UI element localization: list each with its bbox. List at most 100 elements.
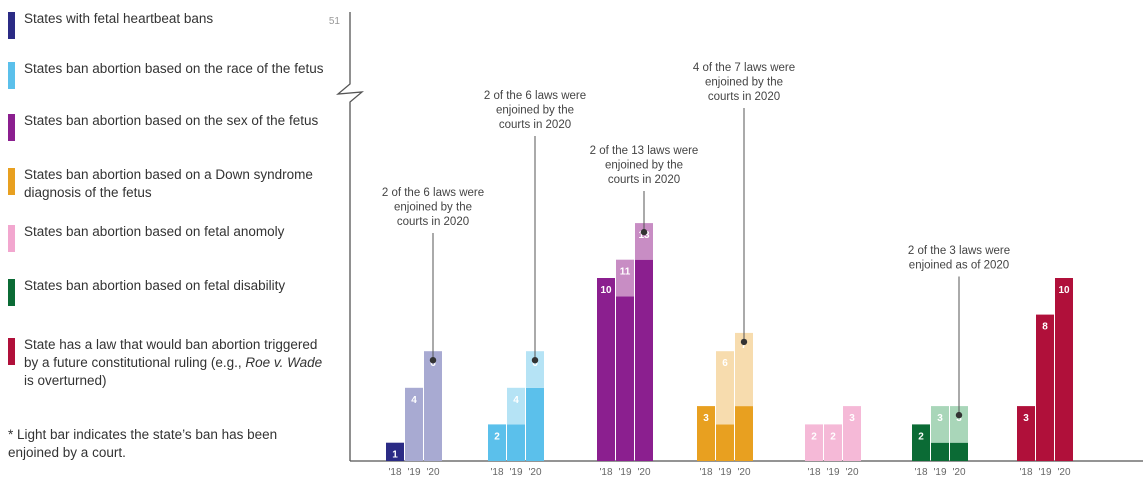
bar-value-label: 6 (430, 358, 436, 369)
bar-active (931, 442, 949, 461)
x-tick-label: '19 (933, 467, 946, 477)
bar-enjoined (424, 351, 442, 461)
bar-value-label: 3 (703, 413, 709, 424)
bar-enjoined (843, 406, 861, 461)
bar-value-label: 3 (956, 413, 962, 424)
bar-enjoined (635, 223, 653, 260)
annotation-text: enjoined as of 2020 (909, 260, 1009, 272)
x-tick-label: '19 (718, 467, 731, 477)
bar-value-label: 2 (811, 431, 817, 442)
legend-swatch (8, 12, 15, 39)
annotation-text: courts in 2020 (397, 216, 469, 228)
bar-active (386, 442, 404, 461)
x-tick-label: '20 (528, 467, 541, 477)
bar-value-label: 8 (1042, 322, 1048, 333)
annotation-text: enjoined by the (394, 202, 472, 214)
bar-enjoined (616, 259, 634, 297)
bar-value-label: 13 (638, 230, 650, 241)
bar-active (1055, 278, 1073, 461)
bar-enjoined (805, 424, 823, 461)
x-tick-label: '20 (426, 467, 439, 477)
x-tick-label: '18 (1019, 467, 1032, 477)
x-tick-label: '19 (509, 467, 522, 477)
bar-enjoined (950, 406, 968, 443)
x-tick-label: '19 (1038, 467, 1051, 477)
legend-swatch (8, 114, 15, 141)
bar-value-label: 10 (1058, 285, 1070, 296)
legend-swatch (8, 225, 15, 252)
annotation-text: 2 of the 3 laws were (908, 245, 1010, 257)
x-tick-label: '18 (490, 467, 503, 477)
legend-swatch (8, 338, 15, 365)
annotation-text: courts in 2020 (608, 174, 680, 186)
x-tick-label: '20 (737, 467, 750, 477)
annotation-text: 2 of the 13 laws were (590, 145, 699, 157)
x-tick-label: '18 (914, 467, 927, 477)
bar-value-label: 4 (411, 395, 417, 406)
legend-note: * Light bar indicates the state’s ban ha… (8, 427, 278, 460)
bar-active (616, 296, 634, 461)
bar-active (735, 406, 753, 461)
annotation-dot (531, 357, 539, 364)
legend-label: State has a law that would ban abortion … (24, 337, 323, 388)
bar-value-label: 2 (830, 431, 836, 442)
x-tick-label: '19 (407, 467, 420, 477)
x-tick-label: '20 (845, 467, 858, 477)
bar-value-label: 6 (532, 358, 538, 369)
bar-active (950, 442, 968, 461)
bar-enjoined (405, 387, 423, 461)
annotation-dot (429, 357, 437, 364)
annotation-text: courts in 2020 (708, 91, 780, 103)
annotation-text: 4 of the 7 laws were (693, 62, 795, 74)
bar-active (507, 424, 525, 461)
bar-active (488, 424, 506, 461)
axis-top-label: 51 (329, 16, 341, 27)
x-tick-label: '18 (807, 467, 820, 477)
bar-value-label: 4 (513, 395, 519, 406)
bar-active (697, 406, 715, 461)
annotation-text: courts in 2020 (499, 119, 571, 131)
legend-swatch (8, 62, 15, 89)
bar-active (526, 387, 544, 461)
annotation-text: 2 of the 6 laws were (382, 187, 484, 199)
annotation-text: enjoined by the (605, 160, 683, 172)
x-tick-label: '19 (618, 467, 631, 477)
bar-value-label: 1 (392, 450, 398, 461)
bar-active (1017, 406, 1035, 461)
legend: States with fetal heartbeat bans States b… (0, 0, 330, 477)
bar-active (1036, 314, 1054, 461)
annotation-dot (640, 228, 648, 236)
legend-label: States ban abortion based on the sex of … (24, 113, 319, 128)
legend-label: States ban abortion based on fetal disab… (24, 278, 286, 293)
legend-label: States with fetal heartbeat bans (24, 11, 214, 26)
bar-active (912, 424, 930, 461)
x-tick-label: '19 (826, 467, 839, 477)
bar-value-label: 2 (918, 431, 924, 442)
legend-swatch (8, 279, 15, 306)
annotation-text: 2 of the 6 laws were (484, 90, 586, 102)
legend-swatch (8, 168, 15, 195)
x-tick-label: '20 (952, 467, 965, 477)
bar-active (716, 424, 734, 461)
x-tick-label: '20 (1057, 467, 1070, 477)
x-tick-label: '18 (699, 467, 712, 477)
x-tick-label: '18 (599, 467, 612, 477)
bar-value-label: 3 (1023, 413, 1029, 424)
legend-label: States ban abortion based on a Down synd… (24, 167, 313, 200)
x-tick-label: '18 (388, 467, 401, 477)
bar-value-label: 3 (849, 413, 855, 424)
bar-enjoined (824, 424, 842, 461)
bar-value-label: 2 (494, 431, 500, 442)
bar-active (597, 278, 615, 461)
legend-label: States ban abortion based on the race of… (24, 61, 324, 76)
bar-enjoined (735, 332, 753, 407)
bar-value-label: 6 (722, 358, 728, 369)
annotation-dot (740, 338, 748, 346)
bar-active (635, 259, 653, 461)
bar-enjoined (526, 351, 544, 388)
bar-enjoined (716, 351, 734, 425)
bar-value-label: 10 (600, 285, 612, 296)
x-tick-label: '20 (637, 467, 650, 477)
bar-enjoined (931, 406, 949, 443)
